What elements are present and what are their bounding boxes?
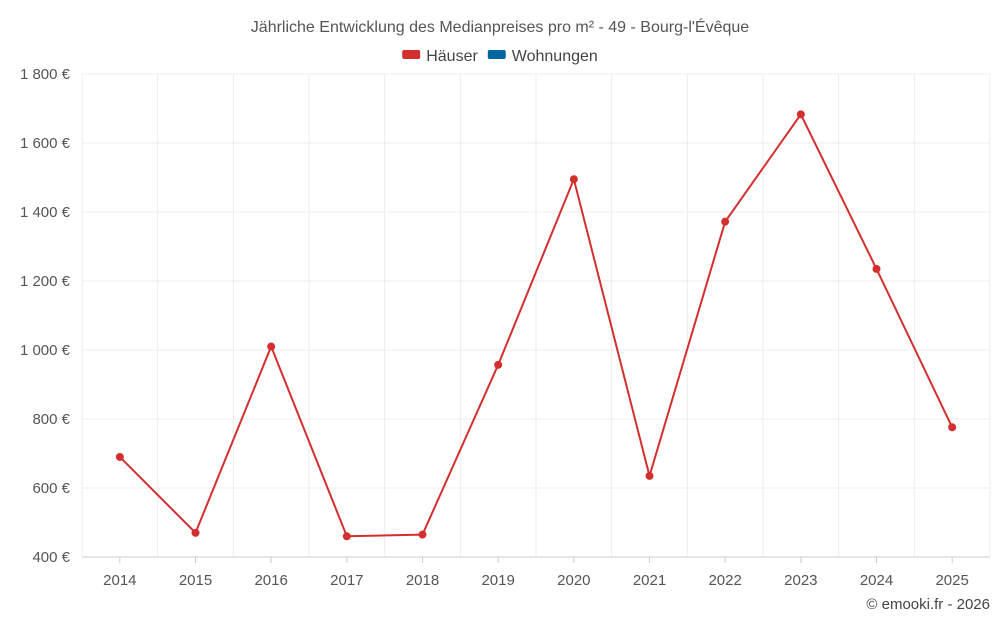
- data-point[interactable]: [796, 110, 805, 119]
- series-layer: [115, 110, 957, 541]
- y-tick-label: 1 200 €: [20, 273, 71, 290]
- x-tick-label: 2016: [254, 572, 287, 589]
- legend-item[interactable]: Wohnungen: [487, 48, 598, 65]
- y-tick-label: 800 €: [32, 411, 70, 428]
- x-tick-label: 2022: [708, 572, 741, 589]
- data-point[interactable]: [948, 423, 957, 432]
- data-point[interactable]: [267, 342, 276, 351]
- data-point[interactable]: [721, 217, 730, 226]
- y-axis-ticks: 400 € 600 € 800 € 1 000 € 1 200 € 1 400 € 1 60…: [20, 66, 71, 566]
- data-point[interactable]: [569, 175, 578, 184]
- credit-text: © emooki.fr - 2026: [866, 596, 990, 613]
- series-line: [119, 113, 954, 538]
- data-point[interactable]: [645, 471, 654, 480]
- legend-item[interactable]: Häuser: [402, 48, 478, 65]
- x-tick-label: 2015: [179, 572, 212, 589]
- x-tick-label: 2020: [557, 572, 590, 589]
- legend-label: Wohnungen: [512, 48, 598, 65]
- x-tick-label: 2018: [406, 572, 439, 589]
- y-tick-label: 1 400 €: [20, 204, 71, 221]
- x-tick-label: 2024: [860, 572, 893, 589]
- legend: Häuser Wohnungen: [402, 48, 598, 65]
- legend-swatch: [402, 50, 421, 59]
- x-tick-label: 2019: [481, 572, 514, 589]
- y-tick-label: 1 000 €: [20, 342, 71, 359]
- y-tick-label: 1 800 €: [20, 66, 71, 83]
- data-point[interactable]: [494, 360, 503, 369]
- x-tick-label: 2017: [330, 572, 363, 589]
- legend-label: Häuser: [426, 48, 478, 65]
- x-tick-label: 2014: [103, 572, 136, 589]
- y-tick-label: 600 €: [32, 480, 70, 497]
- grid: [81, 73, 991, 558]
- data-point[interactable]: [191, 528, 200, 537]
- x-axis-ticks: 2014 2015 2016 2017 2018 2019 2020 2021 2022 2023…: [103, 557, 969, 589]
- data-point[interactable]: [872, 264, 881, 273]
- data-point[interactable]: [115, 452, 124, 461]
- x-tick-label: 2023: [784, 572, 817, 589]
- data-point[interactable]: [342, 532, 351, 541]
- x-tick-label: 2025: [935, 572, 968, 589]
- y-tick-label: 400 €: [32, 549, 70, 566]
- y-tick-label: 1 600 €: [20, 135, 71, 152]
- data-point[interactable]: [418, 530, 427, 539]
- chart-title: Jährliche Entwicklung des Medianpreises …: [251, 17, 750, 36]
- legend-swatch: [487, 50, 506, 59]
- x-tick-label: 2021: [633, 572, 666, 589]
